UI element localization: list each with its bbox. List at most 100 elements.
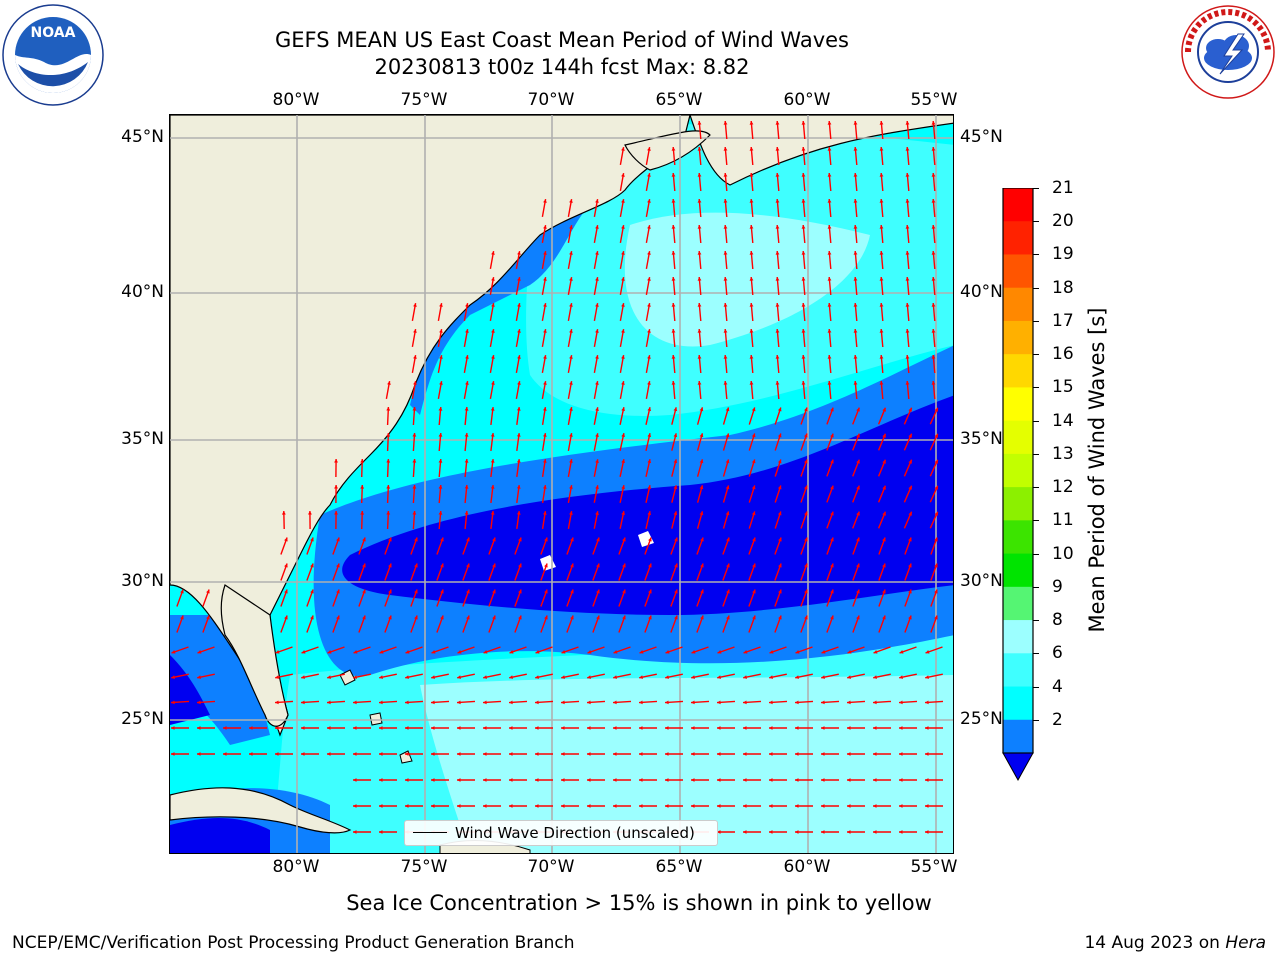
wind-wave-arrow-head [699,433,704,438]
wind-wave-arrow-head [827,225,832,229]
wind-wave-arrow-head [360,485,365,489]
wind-wave-arrow-head [853,329,858,333]
wind-wave-arrow-head [543,303,547,307]
colorbar-outline [1002,188,1034,754]
wind-wave-arrow-head [905,199,910,203]
wind-wave-arrow-head [908,485,912,490]
wind-wave-arrow-head [873,830,877,834]
wind-wave-arrow-head [905,147,910,151]
wind-wave-arrow-head [466,563,470,568]
wind-wave-arrow-head [491,251,495,255]
wind-wave-arrow-head [801,199,806,203]
wind-wave-arrow-head [413,303,417,307]
wind-wave-arrow-head [171,726,175,730]
wind-wave-arrow-head [647,277,651,281]
colorbar-tick-label: 14 [1052,410,1074,431]
wind-wave-arrow-head [700,615,704,620]
wind-wave-arrow-head [769,726,773,730]
wind-wave-arrow-head [879,381,884,385]
wind-wave-arrow-head [821,726,825,730]
wind-wave-arrow-head [405,804,409,808]
wind-wave-arrow-head [621,147,625,151]
wind-wave-arrow-head [752,589,756,594]
wind-wave-arrow-head [931,147,936,151]
colorbar-tick-mark [1033,586,1039,588]
lon-tick-top: 65°W [655,90,703,110]
wind-wave-arrow-head [673,459,678,464]
wind-wave-arrow-head [439,329,443,333]
wind-wave-arrow-head [853,199,858,203]
wind-wave-arrow-head [587,778,591,782]
wind-wave-arrow-head [353,700,357,705]
wind-wave-arrow-head [749,303,754,307]
wind-wave-arrow-head [569,407,573,411]
wind-wave-arrow-head [621,355,625,359]
colorbar [1002,188,1034,782]
wind-wave-arrow-head [801,329,806,333]
land-bahamas-2 [369,712,383,726]
colorbar-extend [1002,752,1034,782]
lon-tick-bottom: 75°W [400,857,448,877]
colorbar-tick-label: 19 [1052,244,1074,265]
wind-wave-arrow-head [699,485,704,490]
wind-wave-arrow-head [412,459,417,463]
wind-wave-arrow-head [621,329,625,333]
wind-wave-arrow-head [517,355,521,359]
wind-wave-arrow-head [873,726,877,730]
colorbar-tick-label: 12 [1052,477,1074,498]
wind-wave-arrow-head [595,381,599,385]
wind-wave-arrow-head [751,459,756,464]
wind-wave-arrow-head [743,752,747,756]
wind-wave-arrow-head [310,615,314,620]
wind-wave-arrow-head [691,752,695,756]
wind-wave-arrow-head [699,459,704,464]
wind-wave-arrow-head [905,381,910,385]
wind-wave-arrow-head [795,752,799,756]
wind-wave-arrow-head [775,199,780,203]
wind-wave-arrow-head [284,589,288,594]
wind-wave-arrow-head [327,675,331,679]
wind-wave-arrow-head [830,433,834,438]
colorbar-tick-label: 15 [1052,377,1074,398]
wind-wave-arrow-head [639,804,643,808]
wind-wave-arrow-head [587,700,591,705]
lon-tick-bottom: 60°W [783,857,831,877]
wind-wave-arrow-head [353,778,357,782]
wind-wave-arrow-head [827,329,832,333]
footer-machine: Hera [1225,933,1266,953]
lat-tick-left: 30°N [121,571,164,591]
wind-wave-arrow-head [465,355,469,359]
wind-wave-arrow-head [795,830,799,834]
wind-wave-arrow-head [882,485,886,490]
wind-wave-arrow-head [899,830,903,834]
wind-wave-arrow-head [899,778,903,782]
wind-wave-arrow-head [535,804,539,808]
wind-wave-arrow-head [879,147,884,151]
wind-wave-arrow-head [827,381,832,385]
wind-wave-arrow-head [775,355,780,359]
wind-wave-arrow-head [882,615,886,620]
wind-wave-arrow-head [671,147,676,151]
wind-wave-arrow-head [899,700,903,705]
wind-wave-arrow-head [569,355,573,359]
wind-wave-arrow-head [697,147,702,151]
wind-wave-arrow-head [379,804,383,808]
wind-wave-arrow-head [439,381,443,385]
wind-wave-arrow-head [801,251,806,255]
wind-wave-arrow-head [518,589,522,594]
wind-wave-arrow-head [621,251,625,255]
wind-wave-arrow-head [775,251,780,255]
wind-wave-arrow-head [853,303,858,307]
wind-wave-arrow-head [778,563,782,568]
wind-wave-arrow-head [509,700,513,705]
wind-wave-arrow-head [570,615,574,620]
wind-wave-arrow-head [431,675,435,679]
lon-tick-bottom: 70°W [527,857,575,877]
wind-wave-arrow-head [535,726,539,730]
wind-wave-arrow-head [769,752,773,756]
wind-wave-arrow-head [647,329,651,333]
wind-wave-arrow-head [180,589,184,594]
wind-wave-arrow-head [490,459,495,463]
wind-wave-arrow-head [879,277,884,281]
wind-wave-arrow-head [879,329,884,333]
